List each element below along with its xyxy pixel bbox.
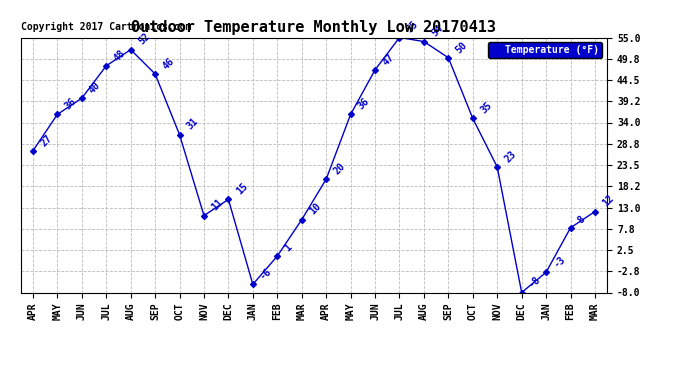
Text: 15: 15 — [234, 181, 249, 196]
Text: 20: 20 — [332, 161, 347, 176]
Text: 48: 48 — [112, 48, 127, 63]
Text: 55: 55 — [405, 20, 420, 35]
Text: Copyright 2017 Cartronics.com: Copyright 2017 Cartronics.com — [21, 22, 191, 32]
Text: 40: 40 — [88, 80, 103, 95]
Text: 11: 11 — [210, 198, 225, 213]
Text: 10: 10 — [307, 201, 323, 217]
Text: 12: 12 — [600, 194, 616, 209]
Legend: Temperature (°F): Temperature (°F) — [488, 42, 602, 58]
Text: 46: 46 — [161, 56, 176, 71]
Text: -8: -8 — [527, 274, 542, 290]
Text: -3: -3 — [552, 254, 567, 270]
Text: 27: 27 — [39, 133, 54, 148]
Title: Outdoor Temperature Monthly Low 20170413: Outdoor Temperature Monthly Low 20170413 — [132, 20, 496, 35]
Text: 47: 47 — [381, 52, 396, 67]
Text: 31: 31 — [185, 117, 201, 132]
Text: 36: 36 — [63, 96, 78, 112]
Text: 50: 50 — [454, 40, 469, 55]
Text: 54: 54 — [429, 23, 445, 39]
Text: 36: 36 — [356, 96, 371, 112]
Text: 8: 8 — [576, 214, 587, 225]
Text: 1: 1 — [283, 242, 294, 253]
Text: 35: 35 — [478, 100, 494, 116]
Text: -6: -6 — [259, 266, 274, 282]
Text: 52: 52 — [136, 32, 152, 47]
Text: 23: 23 — [503, 149, 518, 164]
